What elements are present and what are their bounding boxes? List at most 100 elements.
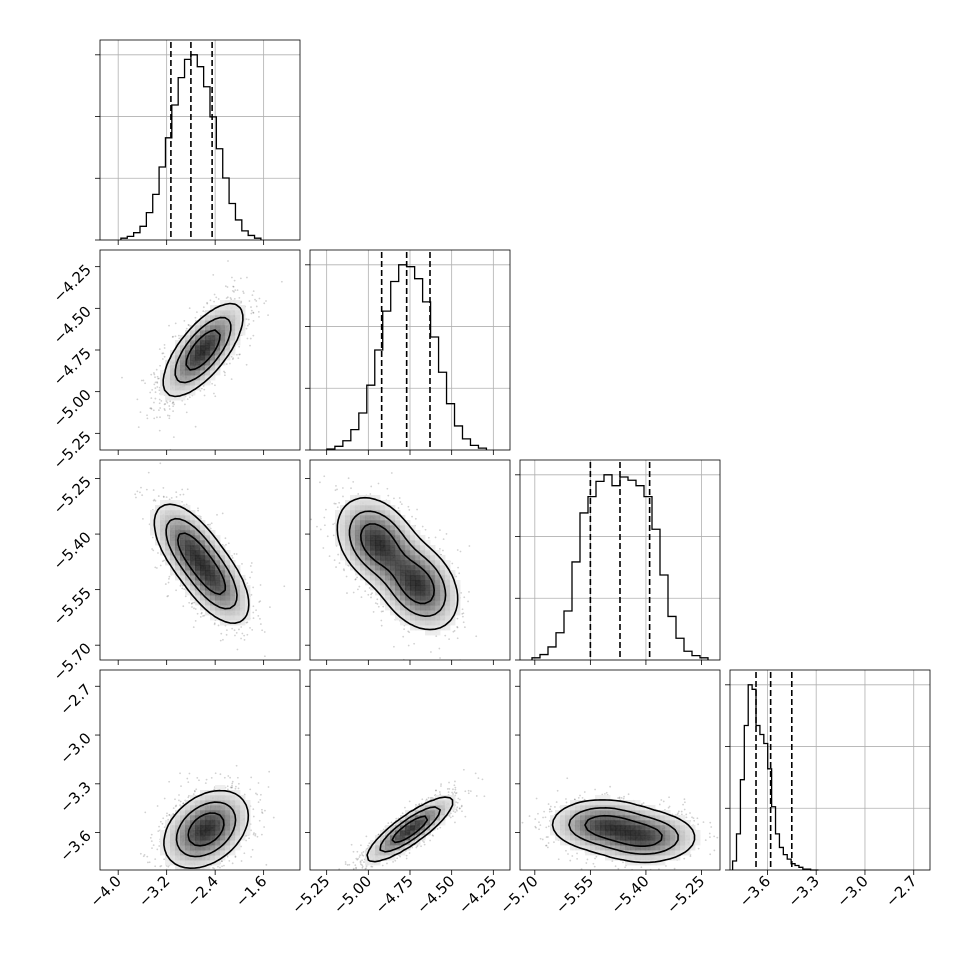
density-cell [190, 390, 196, 396]
sample-point [240, 626, 243, 628]
density-cell [395, 595, 401, 601]
sample-point [246, 276, 248, 279]
density-cell [430, 605, 436, 611]
sample-point [163, 403, 166, 406]
density-cell [200, 345, 206, 351]
density-cell [215, 540, 221, 546]
density-cell [205, 590, 211, 596]
density-cell [215, 610, 221, 616]
sample-point [461, 612, 464, 615]
sample-point [190, 602, 193, 605]
density-cell [215, 600, 221, 606]
sample-point [172, 401, 174, 404]
sample-point [380, 624, 383, 627]
sample-point [232, 357, 235, 360]
sample-point [154, 391, 157, 394]
density-cell [150, 520, 156, 526]
density-cell [185, 535, 191, 541]
density-cell [365, 575, 371, 581]
sample-point [219, 639, 222, 642]
density-cell [190, 380, 196, 386]
density-cell [225, 330, 231, 336]
density-cell [160, 370, 166, 376]
sample-point [357, 493, 360, 495]
sample-point [252, 312, 255, 314]
sample-point [158, 429, 161, 432]
sample-point [151, 388, 154, 391]
density-cell [375, 580, 381, 586]
sample-point [168, 575, 171, 578]
sample-point [154, 499, 157, 502]
sample-point [217, 624, 220, 627]
density-cell [165, 520, 171, 526]
sample-point [241, 562, 243, 565]
density-cell [420, 620, 426, 626]
density-cell [410, 595, 416, 601]
sample-point [163, 559, 165, 562]
density-cell [225, 570, 231, 576]
sample-point [149, 407, 152, 410]
density-cell [435, 630, 441, 636]
density-cell [185, 515, 191, 521]
density-cell [215, 590, 221, 596]
sample-point [236, 353, 238, 356]
sample-point [121, 376, 123, 379]
sample-point [371, 592, 373, 595]
sample-point [220, 632, 223, 635]
sample-point [249, 344, 251, 347]
sample-point [175, 589, 177, 592]
density-cell [430, 615, 436, 621]
sample-point [242, 292, 245, 294]
contour-line [162, 302, 244, 398]
density-cell [430, 625, 436, 631]
sample-point [236, 648, 239, 651]
sample-point [347, 565, 350, 567]
sample-point [393, 645, 395, 648]
sample-point [146, 414, 148, 417]
density-cell [205, 580, 211, 586]
sample-point [453, 629, 456, 632]
sample-point [185, 411, 188, 414]
density-cell [180, 550, 186, 556]
sample-point [150, 407, 153, 410]
density-cell [200, 550, 206, 556]
density-cell [175, 500, 181, 506]
sample-point [245, 363, 248, 366]
density-cell [185, 375, 191, 381]
sample-point [158, 348, 161, 351]
sample-point [163, 408, 166, 410]
density-cell [205, 545, 211, 551]
sample-point [242, 290, 245, 293]
density-cell [430, 570, 436, 576]
density-cell [170, 355, 176, 361]
density-cell [180, 560, 186, 566]
density-cell [375, 575, 381, 581]
density-cell [420, 585, 426, 591]
sample-point [250, 593, 253, 596]
density-cell [200, 535, 206, 541]
sample-point [455, 575, 458, 578]
sample-point [181, 587, 184, 590]
hist-panel-frame [729, 669, 931, 871]
sample-point [240, 300, 243, 303]
density-cell [215, 345, 221, 351]
sample-point [175, 496, 178, 498]
density-cell [200, 340, 206, 346]
density-cell [390, 610, 396, 616]
density-cell [170, 545, 176, 551]
density-cell [180, 535, 186, 541]
density-cell [225, 310, 231, 316]
density-cell [200, 595, 206, 601]
density-cell [170, 505, 176, 511]
sample-point [232, 285, 235, 288]
sample-point [168, 324, 170, 327]
density-cell [225, 580, 231, 586]
sample-point [233, 553, 236, 555]
density-cell [205, 365, 211, 371]
density-cell [205, 335, 211, 341]
sample-point [346, 592, 348, 594]
density-cell [190, 520, 196, 526]
sample-point [162, 352, 165, 355]
density-cell [240, 325, 246, 331]
sample-point [162, 487, 165, 489]
